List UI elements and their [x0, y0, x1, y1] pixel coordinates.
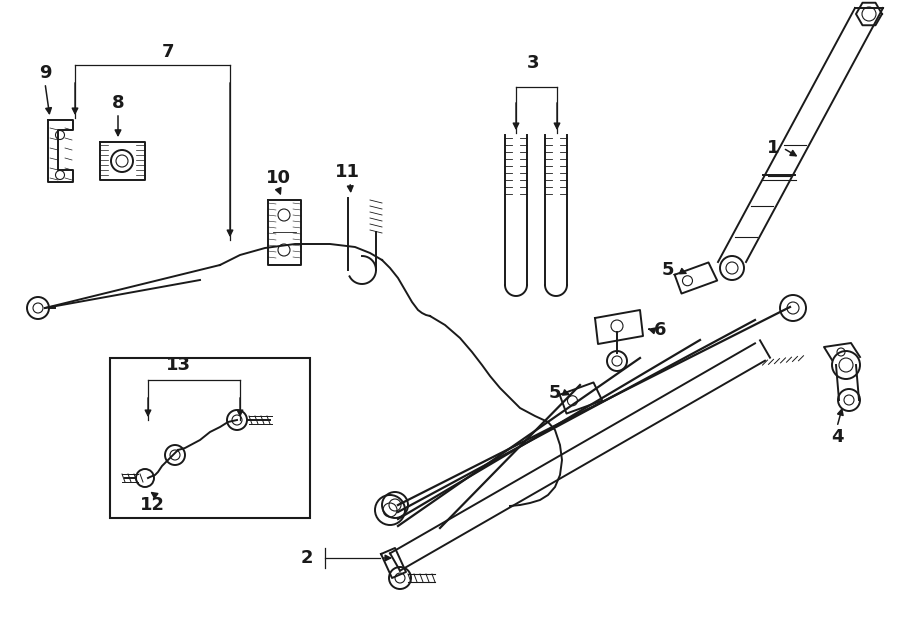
Text: 10: 10 [266, 169, 291, 187]
Text: 11: 11 [335, 163, 359, 181]
Text: 4: 4 [831, 428, 843, 446]
Text: 9: 9 [39, 64, 51, 82]
Bar [110, 358, 310, 518]
Text: 1: 1 [767, 139, 779, 157]
Text: 2: 2 [301, 549, 313, 567]
Text: 8: 8 [112, 94, 124, 112]
Text: 13: 13 [166, 356, 191, 374]
Text: 5: 5 [549, 384, 562, 402]
Text: 6: 6 [653, 321, 666, 339]
Text: 3: 3 [526, 54, 539, 72]
Text: 5: 5 [662, 261, 674, 279]
Text: 12: 12 [140, 496, 165, 514]
Text: 7: 7 [162, 43, 175, 61]
